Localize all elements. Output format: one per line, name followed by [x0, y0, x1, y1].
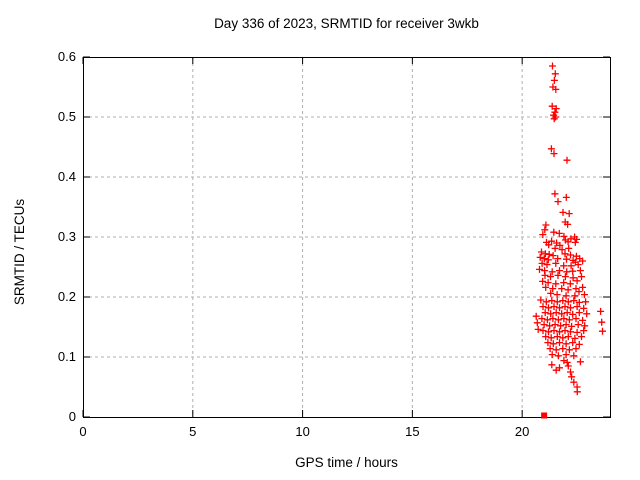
y-tick-label: 0 [68, 409, 76, 424]
chart-title: Day 336 of 2023, SRMTID for receiver 3wk… [214, 16, 479, 31]
tick-marks [82, 56, 610, 418]
y-tick-label: 0.1 [57, 349, 76, 364]
x-axis-label: GPS time / hours [295, 455, 398, 470]
zero-data-point [541, 412, 548, 419]
x-tick-label: 10 [295, 424, 310, 439]
y-tick-label: 0.4 [57, 169, 76, 184]
y-tick-label: 0.6 [57, 49, 76, 64]
x-tick-label: 0 [79, 424, 87, 439]
x-tick-label: 20 [514, 424, 530, 439]
y-tick-label: 0.3 [57, 229, 76, 244]
data-points [532, 62, 606, 396]
y-tick-label: 0.5 [57, 109, 76, 124]
y-tick-label: 0.2 [57, 289, 76, 304]
x-tick-label: 15 [405, 424, 420, 439]
x-tick-label: 5 [189, 424, 197, 439]
